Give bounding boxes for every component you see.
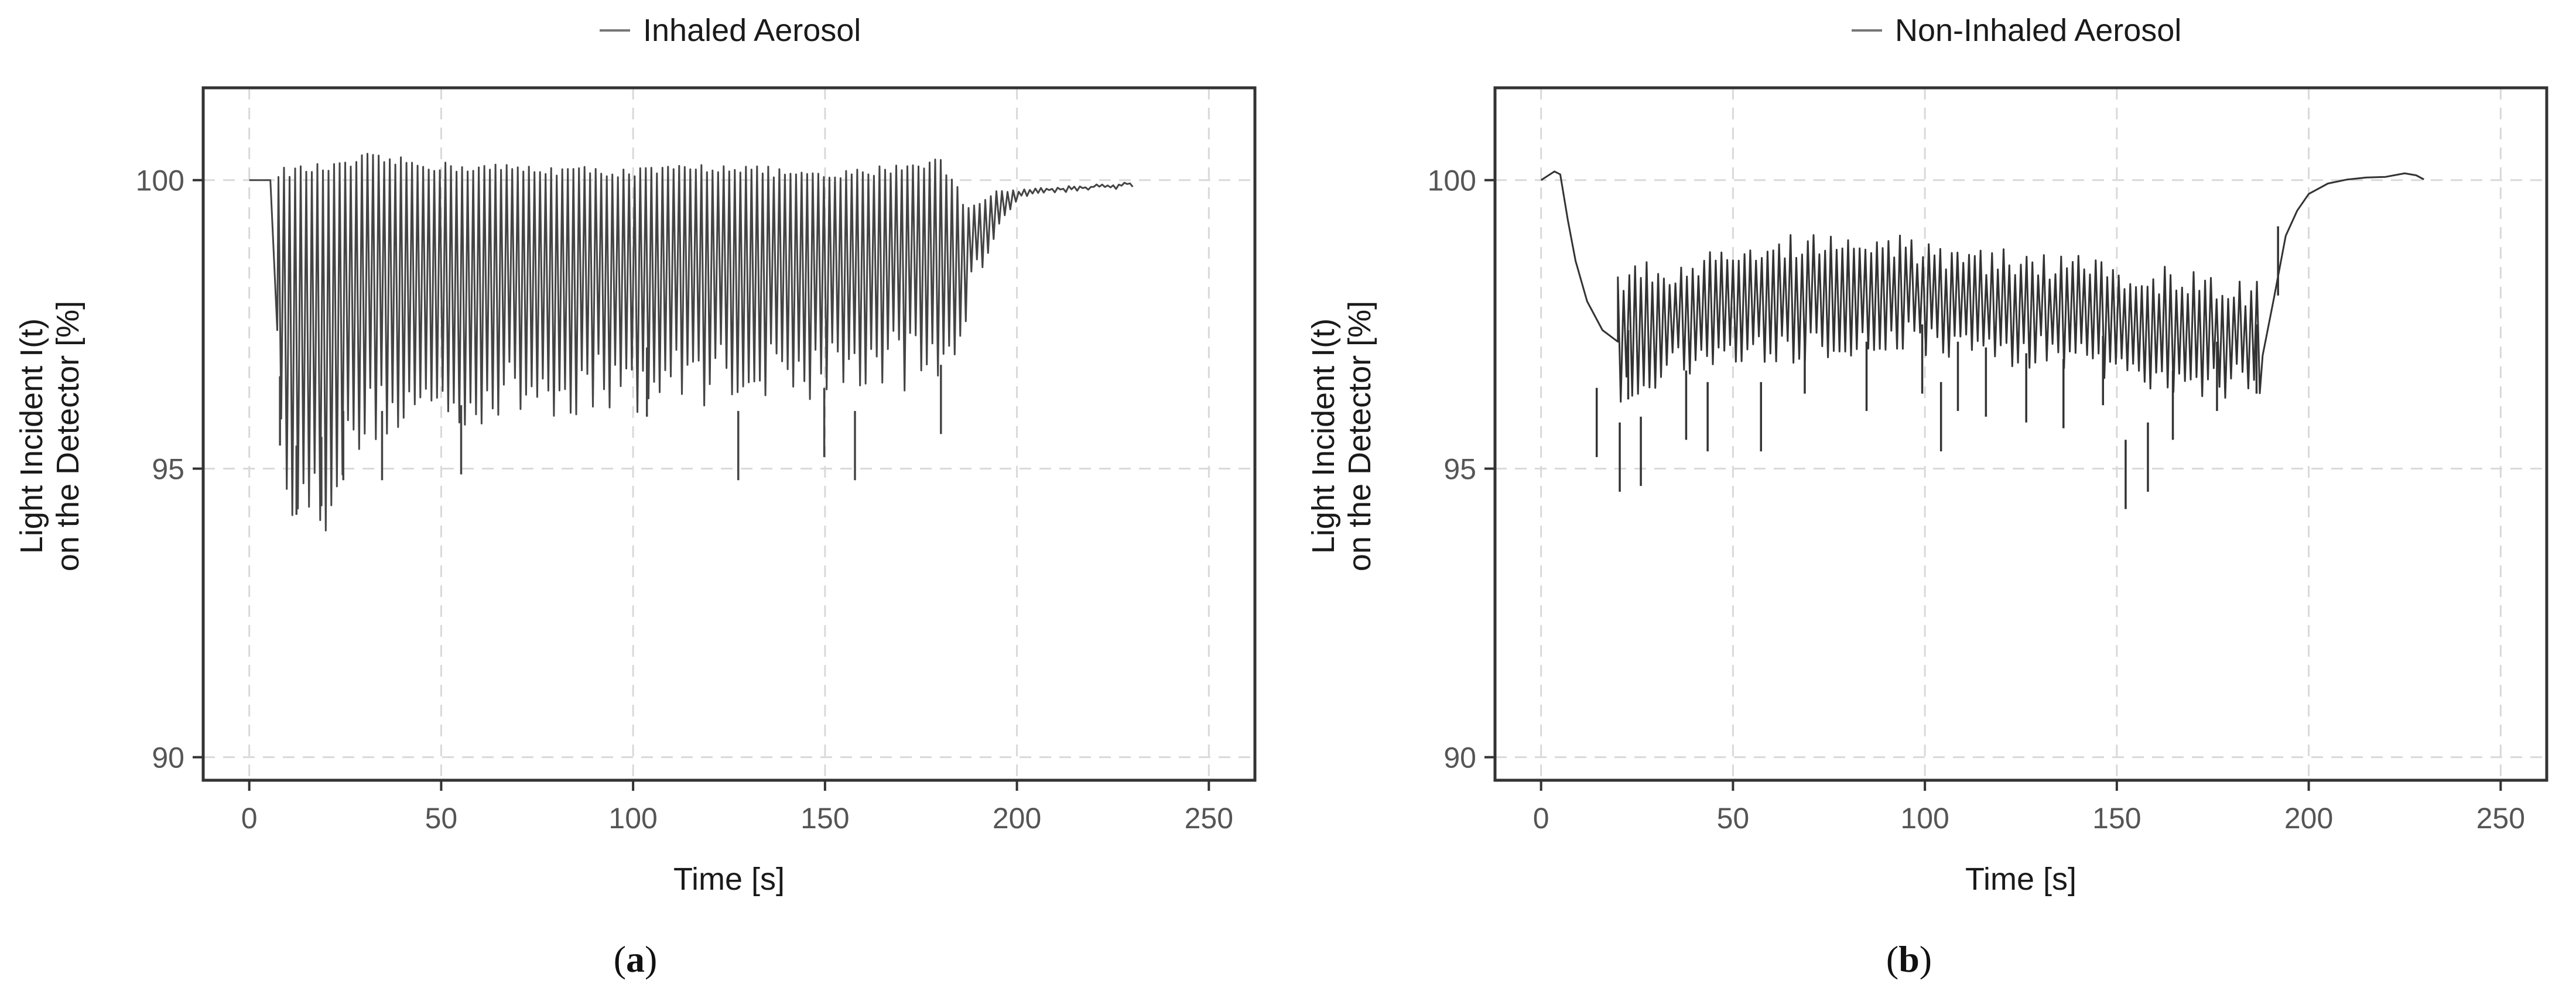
x-tick-label: 200 [2284,802,2333,835]
y-axis-title-a-line2: on the Detector [%] [50,301,85,571]
x-tick-label: 250 [1185,802,1233,835]
ticks-b: 0 50 100 150 200 250 90 95 100 [1428,164,2525,835]
y-tick-label: 95 [152,453,184,486]
y-axis-title-b-line2: on the Detector [%] [1342,301,1377,571]
y-tick-label: 100 [1428,164,1476,197]
panel-label-b: (b) [1886,938,1932,980]
plot-frame-a [201,86,1257,782]
x-tick-label: 0 [241,802,258,835]
series-b [1540,170,2424,509]
panel-label-a: (a) [614,938,658,980]
x-tick-label: 50 [425,802,458,835]
series-line-non-inhaled [1540,170,2424,403]
legend-a: Inhaled Aerosol [600,13,861,48]
y-axis-title-a-line1: Light Incident I(t) [14,318,49,554]
y-tick-label: 90 [1443,742,1476,774]
y-axis-title-a: Light Incident I(t) on the Detector [%] [14,301,85,571]
panel-b: 0 50 100 150 200 250 90 95 100 Non-Inhaled Aeros… [1306,13,2548,980]
x-axis-title-a: Time [s] [673,862,785,897]
y-axis-title-b-line1: Light Incident I(t) [1306,318,1341,554]
x-tick-label: 250 [2476,802,2525,835]
x-tick-label: 200 [993,802,1041,835]
series-line-inhaled [249,153,1134,531]
x-tick-label: 100 [608,802,657,835]
y-axis-title-b: Light Incident I(t) on the Detector [%] [1306,301,1377,571]
ticks-a: 0 50 100 150 200 250 90 95 100 [136,164,1233,835]
x-axis-title-b: Time [s] [1965,862,2076,897]
x-tick-label: 0 [1533,802,1549,835]
panel-label-a-letter: a [626,938,645,980]
panel-label-b-letter: b [1898,938,1920,980]
legend-b: Non-Inhaled Aerosol [1852,13,2181,48]
panel-a: 0 50 100 150 200 250 90 95 100 Inhaled Aerosol T… [14,13,1257,980]
x-tick-label: 150 [2092,802,2141,835]
plot-frame-b [1493,86,2548,782]
y-tick-label: 95 [1443,453,1476,486]
x-tick-label: 50 [1717,802,1750,835]
y-tick-label: 90 [152,742,184,774]
legend-label-b: Non-Inhaled Aerosol [1895,13,2181,48]
x-tick-label: 100 [1900,802,1949,835]
grid-b [1495,88,2547,780]
x-tick-label: 150 [800,802,849,835]
y-tick-label: 100 [136,164,184,197]
series-a [249,153,1134,531]
legend-label-a: Inhaled Aerosol [643,13,861,48]
